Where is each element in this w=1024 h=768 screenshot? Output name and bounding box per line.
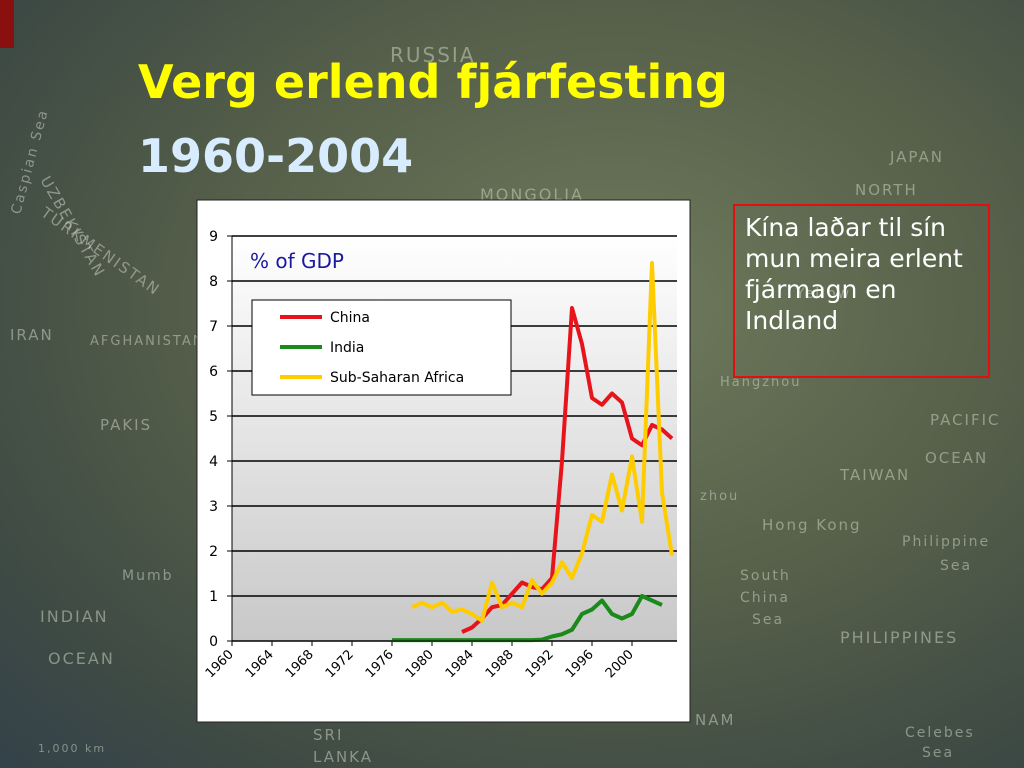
map-label: Hong Kong [762, 516, 862, 534]
map-label: TAIWAN [839, 466, 910, 484]
map-label: South [740, 568, 791, 584]
map-label: TURKMENISTAN [37, 203, 164, 299]
map-label: PHILIPPINES [840, 628, 958, 647]
map-label: NAM [695, 711, 735, 729]
title: Verg erlend fjárfesting [138, 55, 728, 109]
y-tick-label: 2 [209, 544, 218, 560]
map-label: LANKA [313, 748, 373, 766]
legend-label: Sub-Saharan Africa [330, 370, 464, 386]
map-label: OCEAN [48, 649, 115, 668]
map-label: zhou [700, 489, 739, 504]
map-label: Caspian Sea [8, 107, 52, 216]
y-tick-label: 6 [209, 364, 218, 380]
y-tick-label: 1 [209, 589, 218, 605]
map-label: NORTH [855, 181, 918, 199]
y-tick-label: 4 [209, 454, 218, 470]
map-label: OCEAN [925, 449, 988, 467]
map-label: PAKIS [100, 416, 152, 434]
y-tick-label: 3 [209, 499, 218, 515]
y-tick-label: 9 [209, 229, 218, 245]
map-label: Sea [922, 745, 954, 761]
map-label: AFGHANISTAN [90, 334, 204, 349]
map-label: SRI [313, 726, 343, 744]
map-label: PACIFIC [930, 411, 1001, 429]
y-tick-label: 0 [209, 634, 218, 650]
map-label: Celebes [905, 725, 975, 741]
map-label: 1,000 km [38, 742, 106, 755]
y-tick-label: 8 [209, 274, 218, 290]
map-label: Sea [940, 558, 972, 574]
legend-label: India [330, 340, 364, 356]
legend-label: China [330, 310, 370, 326]
subtitle: 1960-2004 [138, 129, 413, 183]
y-axis-label: % of GDP [250, 249, 344, 273]
map-label: JAPAN [889, 148, 944, 166]
map-label: Hangzhou [720, 375, 802, 390]
series-line [461, 306, 674, 634]
plot-area [232, 236, 677, 641]
map-label: INDIAN [40, 607, 109, 626]
callout: Kína laðar til sín mun meira erlent fjár… [733, 204, 990, 378]
map-label: Yellow [795, 286, 851, 302]
y-tick-label: 7 [209, 319, 218, 335]
series-line [392, 594, 663, 643]
map-label: RUSSIA [390, 43, 476, 67]
map-label: Philippine [902, 534, 990, 550]
map-label: Sea [752, 612, 784, 628]
corner-mark [0, 0, 14, 48]
series-line [411, 261, 674, 623]
map-label: IRAN [10, 326, 54, 344]
map-label: MONGOLIA [480, 185, 584, 204]
map-label: Mumb [122, 568, 173, 584]
map-label: China [740, 590, 790, 606]
y-tick-label: 5 [209, 409, 218, 425]
